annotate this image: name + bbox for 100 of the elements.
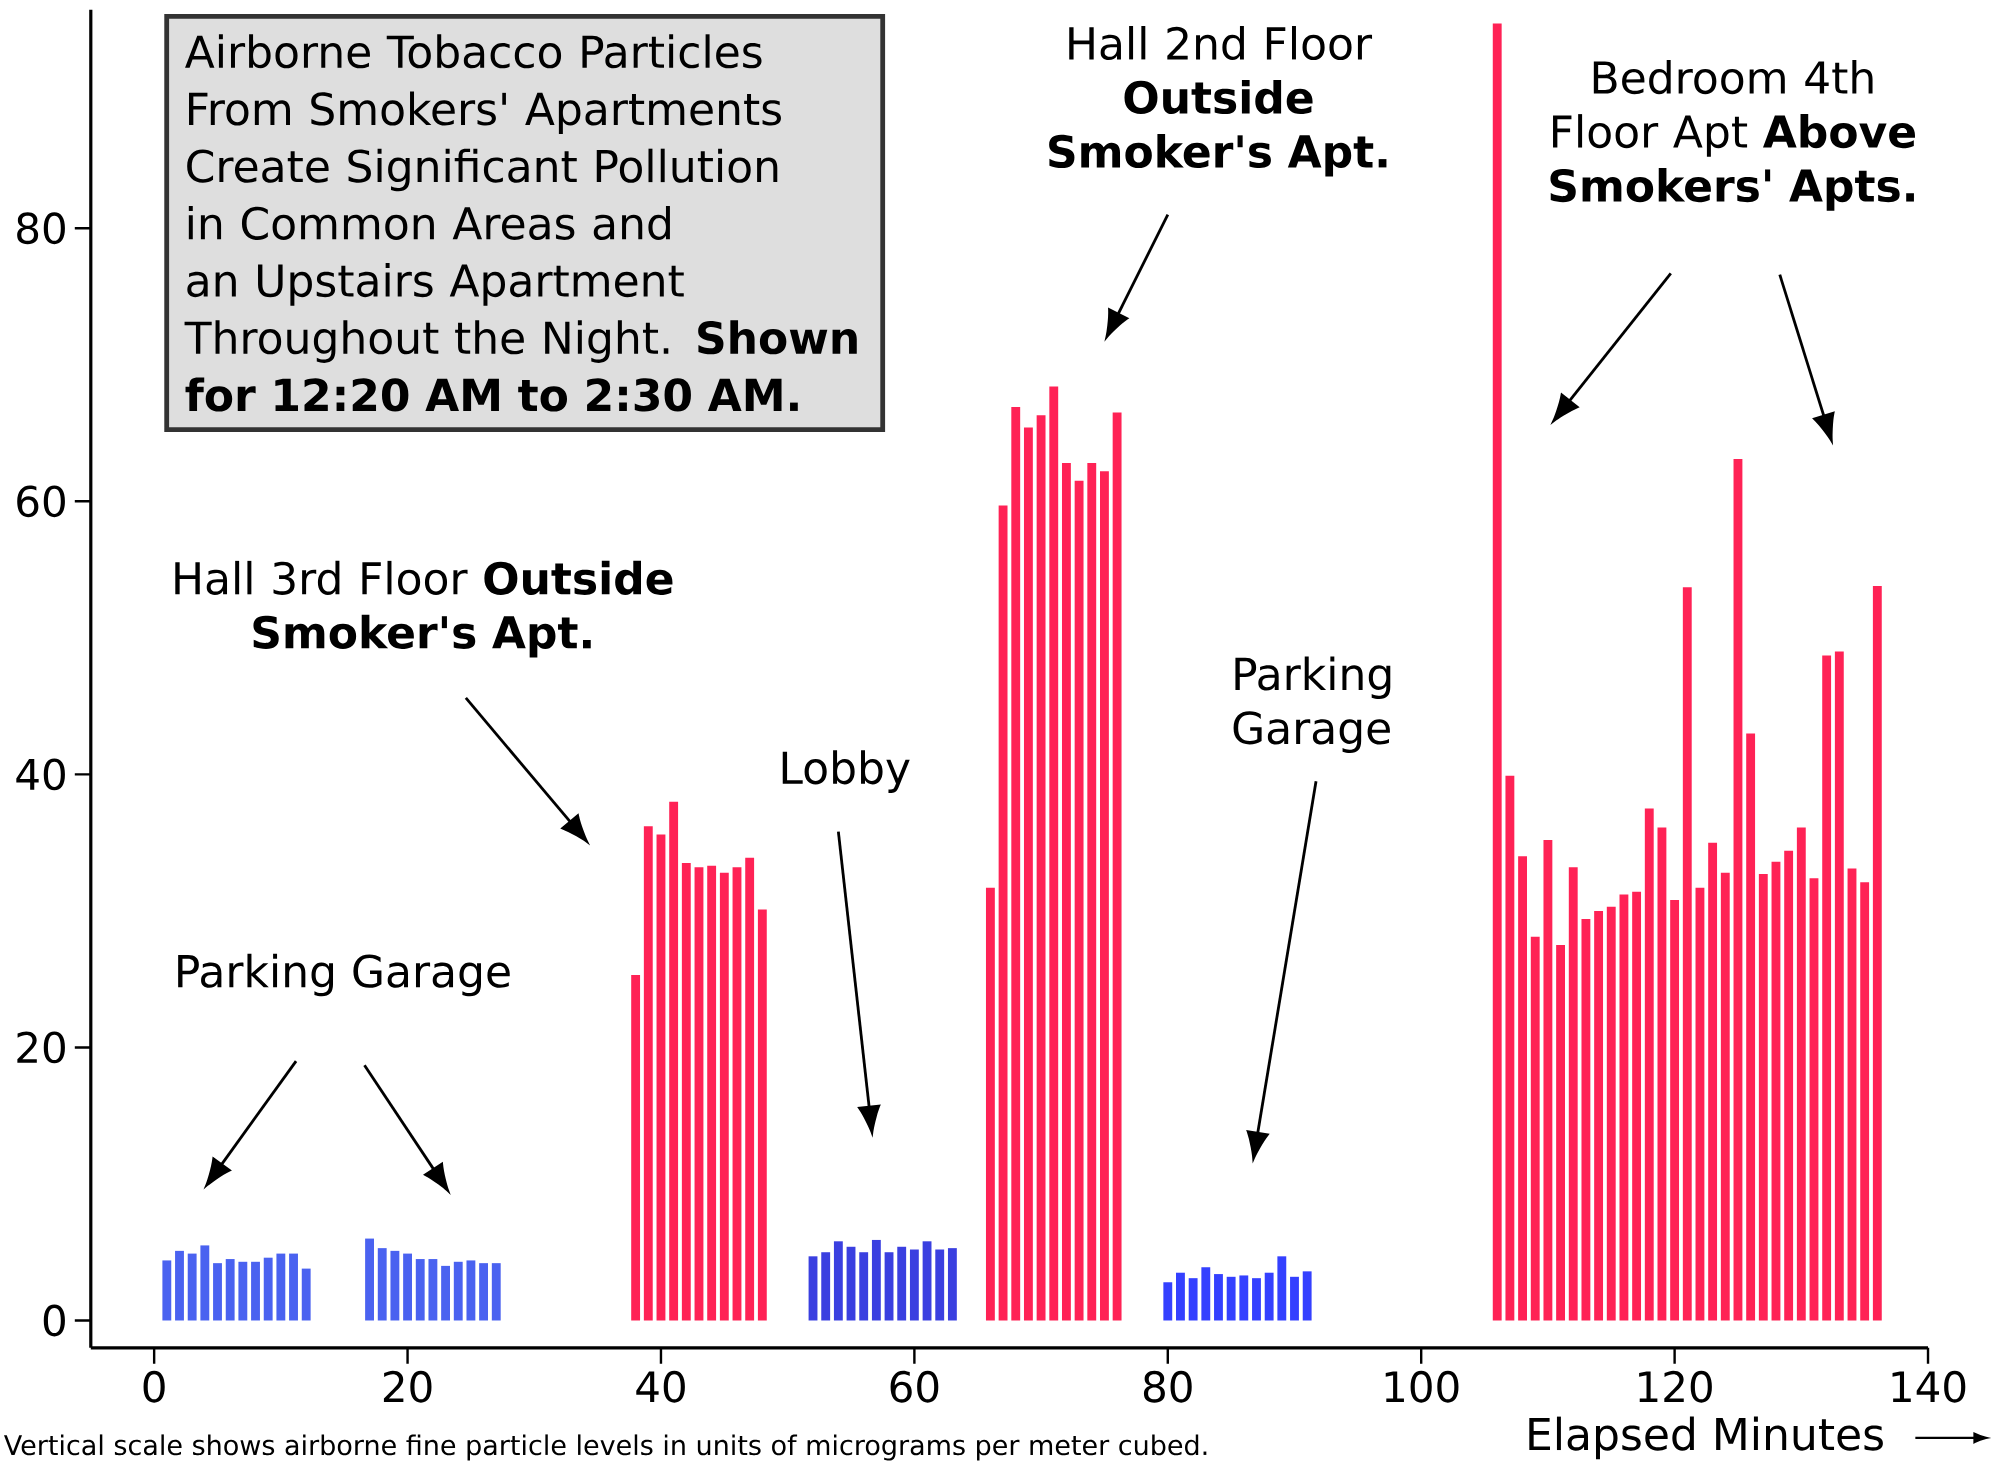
bar [225,1259,235,1321]
bar [1049,386,1059,1321]
bar [301,1268,311,1321]
annotation: Bedroom 4th Floor Apt Above Smokers' Apts. [1550,60,1915,211]
bar [1530,936,1540,1321]
bar [1581,919,1591,1321]
bar [631,975,641,1321]
bar [947,1248,957,1321]
bar [1847,868,1857,1321]
bar [859,1252,869,1321]
y-tick-label: 20 [17,1031,65,1064]
bar [1214,1274,1223,1321]
bar [466,1260,476,1321]
bar [1061,463,1071,1321]
bar [428,1259,438,1321]
bar [1657,827,1667,1321]
y-tick-label: 60 [17,485,65,518]
bar [1644,808,1654,1321]
bar [656,834,666,1321]
bar [1074,480,1084,1321]
bar [1594,910,1604,1321]
x-tick-label: 40 [636,1370,685,1403]
bar [1264,1272,1274,1321]
bar [453,1261,463,1321]
bar [1226,1276,1236,1321]
bar [998,505,1008,1321]
bar [187,1253,197,1321]
bar [1036,415,1046,1321]
annotation: Parking Garage [1233,656,1391,754]
bar [175,1250,184,1321]
annotation: Parking Garage [178,953,510,997]
x-tick-label: 0 [143,1370,165,1403]
bar [390,1250,400,1321]
bar [263,1257,273,1321]
bar [200,1245,210,1321]
bar [1771,861,1781,1321]
y-tick-label: 40 [16,758,65,791]
bar [1188,1278,1198,1321]
bar [1682,587,1692,1321]
bar [1758,874,1768,1321]
bar [1100,471,1109,1321]
bar [1023,427,1033,1321]
bar [833,1241,843,1321]
bar [884,1252,894,1321]
bar [1239,1275,1249,1321]
bar [1176,1272,1185,1321]
bar [213,1263,222,1321]
bar [1087,463,1097,1321]
x-tick-label: 140 [1892,1370,1966,1403]
y-tick-label: 80 [17,212,65,245]
bar [1112,412,1122,1321]
bar [1720,872,1730,1321]
bar [935,1249,945,1321]
bar [1492,23,1502,1321]
bar [1872,585,1882,1321]
bar [1290,1276,1299,1321]
bar [1201,1267,1211,1321]
bar [403,1253,412,1321]
bar [681,863,691,1321]
bar [238,1261,248,1321]
bar [669,801,679,1321]
bar [251,1261,260,1321]
bar [1252,1278,1261,1321]
bar [897,1246,907,1321]
bar [1277,1256,1287,1321]
bar [289,1253,298,1321]
x-tick-label: 100 [1385,1370,1459,1403]
bar [1568,867,1578,1321]
annotation: Hall 2nd Floor Outside Smoker's Apt. [1049,25,1387,177]
bar [1606,906,1616,1321]
bar [922,1241,932,1321]
bar [871,1239,881,1321]
bar [821,1252,831,1321]
bar [1670,899,1680,1321]
bar [745,857,755,1321]
bar [1302,1271,1312,1321]
bar [479,1263,489,1321]
bar [1518,856,1527,1321]
bar [415,1259,425,1321]
bar [276,1253,286,1321]
bar [1733,458,1743,1321]
bar [441,1265,451,1321]
bar [694,867,704,1321]
bar [377,1248,387,1321]
bar [1505,775,1515,1321]
x-tick-label: 60 [890,1370,939,1403]
bar [1809,878,1819,1321]
bar [808,1256,818,1321]
bar [1011,407,1021,1321]
x-tick-label: 120 [1639,1370,1712,1403]
bar [732,867,742,1321]
bar [1632,891,1642,1321]
x-axis-title: Elapsed Minutes [1529,1416,1883,1460]
bar [1822,655,1832,1321]
bar [719,872,729,1321]
text: Airborne Tobacco Particles From Smokers' Apartments Create Significant Pollution in Common Areas and an Upstairs Apartment Throughout the Night. Shown for 12:20 AM to 2:30 AM. [184,34,857,412]
bar [1619,894,1629,1321]
bar [1860,882,1870,1321]
bar [1695,887,1705,1321]
bar [757,909,767,1321]
